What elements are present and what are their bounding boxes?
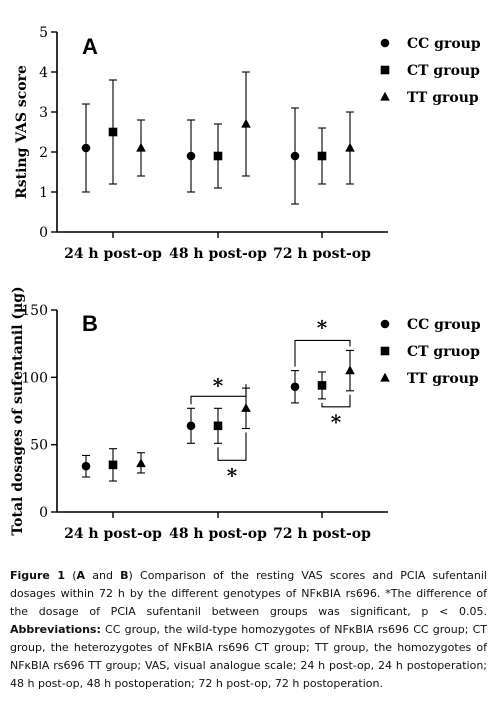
panel-a-y-tick-label: 3 (39, 105, 48, 121)
panel-a-y-tick-label: 2 (39, 145, 48, 161)
panel-a-x-tick-label: 48 h post-op (169, 246, 267, 262)
caption-part2: ) Comparison of the resting VAS scores a… (10, 569, 487, 618)
figure: A 0 1 2 3 4 5 Rsting VAS score 24 h post-op 48 h … (10, 25, 481, 542)
panel-b-point-triangle (345, 365, 355, 375)
panel-a-letter: A (82, 34, 98, 59)
panel-b-sig-bracket (190, 384, 247, 405)
panel-b-point-square (317, 381, 327, 390)
panel-b-y-tick-label: 50 (30, 438, 48, 454)
panel-b-legend-marker (380, 319, 390, 329)
caption-and: and (85, 569, 121, 582)
panel-b-sig-star: * (331, 410, 342, 434)
panel-b-legend-marker (380, 372, 390, 382)
panel-b-y-tick-label: 100 (21, 370, 48, 386)
panel-b-sig-star: * (213, 373, 224, 397)
panel-a-y-tick-label: 4 (39, 65, 48, 81)
panel-a-x-tick-label: 24 h post-op (64, 246, 162, 262)
panel-b-letter: B (82, 311, 98, 336)
panel-b-x-tick-label: 24 h post-op (64, 526, 162, 542)
panel-a-legend-label: CC group (407, 36, 481, 52)
panel-b-legend-label: CC group (407, 317, 481, 333)
caption-part1: ( (65, 569, 77, 582)
panel-a-legend-marker (380, 91, 390, 101)
panel-b-point-circle (186, 421, 196, 431)
panel-a-y-axis-label: Rsting VAS score (14, 65, 30, 199)
panel-b-point-triangle (136, 458, 146, 468)
panel-a-legend-label: TT group (407, 90, 479, 106)
panel-b-legend-label: CT gruop (407, 344, 480, 360)
panel-a-point-triangle (241, 118, 251, 128)
panel-b-point-triangle (241, 403, 251, 412)
panel-b-x-tick-label: 72 h post-op (273, 526, 371, 542)
panel-b-sig-bracket (217, 432, 247, 461)
panel-b-x-tick-label: 48 h post-op (169, 526, 267, 542)
panel-a-point-square (108, 127, 118, 137)
panel-b-sig-star: * (227, 463, 238, 487)
panel-a-point-circle (290, 151, 300, 161)
panel-b-point-square (213, 421, 223, 431)
panel-b-point-circle (290, 382, 300, 392)
figure-caption: Figure 1 (A and B) Comparison of the res… (10, 567, 487, 693)
caption-b: B (120, 569, 129, 582)
panel-a-y-tick-label: 0 (39, 225, 48, 241)
panel-a-y-tick-label: 5 (39, 25, 48, 41)
panel-a-point-triangle (345, 142, 355, 152)
panel-a-legend-marker (380, 65, 390, 75)
panel-a-point-square (213, 151, 223, 161)
panel-a-legend-label: CT group (407, 63, 480, 79)
panel-a-point-circle (186, 151, 196, 161)
panel-a-legend-marker (380, 38, 390, 48)
panel-a-point-triangle (136, 142, 146, 152)
caption-abbr-label: Abbreviations: (10, 623, 101, 636)
panel-a-x-tick-label: 72 h post-op (273, 246, 371, 262)
panel-b-point-square (108, 460, 118, 470)
panel-b-sig-star: * (317, 315, 328, 339)
panel-b-y-tick-label: 0 (39, 505, 48, 521)
panel-a-point-square (317, 151, 327, 161)
panel-b-legend-marker (380, 346, 390, 356)
panel-b-legend-label: TT group (407, 371, 479, 387)
panel-a-y-tick-label: 1 (39, 185, 48, 201)
panel-b-sig-bracket (294, 339, 351, 367)
panel-b-y-tick-label: 150 (21, 303, 48, 319)
panel-a-point-circle (81, 143, 91, 153)
panel-b-y-axis-label: Total dosages of sufentanil (μg) (10, 286, 26, 535)
panel-b-sig-bracket (321, 394, 351, 408)
caption-label: Figure 1 (10, 569, 66, 582)
caption-a: A (76, 569, 86, 582)
caption-abbr-text: CC group, the wild-type homozygotes of N… (10, 623, 487, 690)
panel-b-point-circle (81, 461, 91, 471)
